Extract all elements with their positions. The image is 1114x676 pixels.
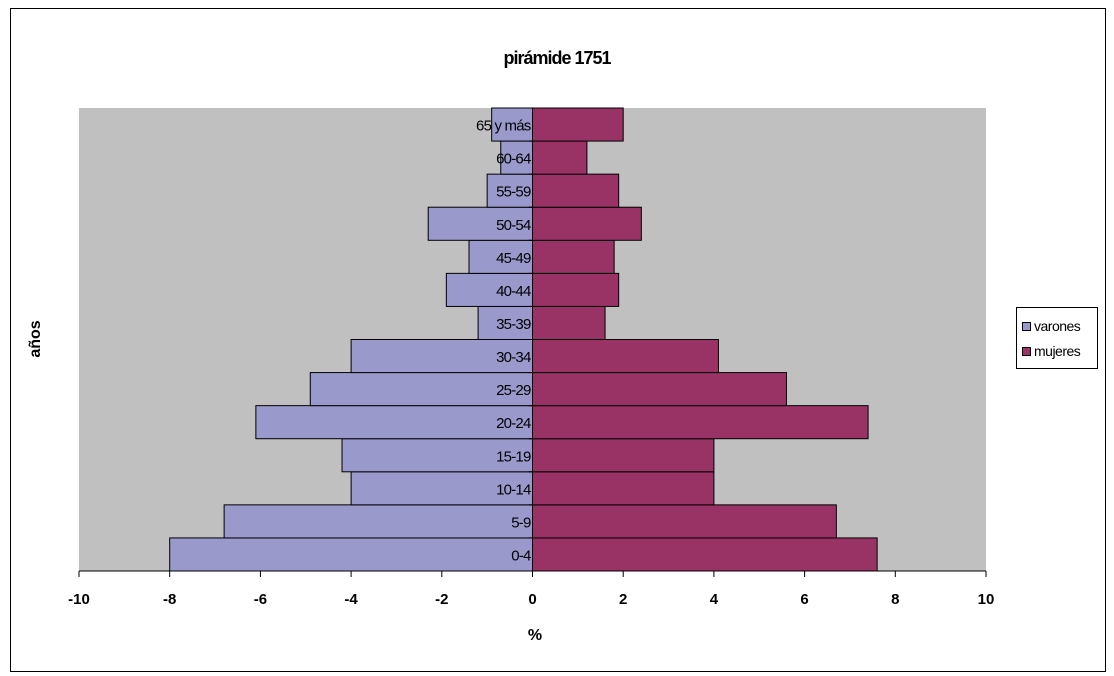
category-label: 10-14 [496, 481, 531, 498]
bar-varones-50-54 [427, 206, 534, 241]
x-tick-label: 4 [710, 591, 719, 608]
category-label: 15-19 [496, 448, 531, 465]
y-axis-label: años [27, 320, 44, 357]
category-label: 55-59 [496, 184, 531, 201]
legend-label-varones: varones [1034, 318, 1081, 334]
x-tick-label: 2 [619, 591, 627, 608]
bar-varones-35-39 [477, 305, 533, 340]
bar-mujeres-40-44 [532, 272, 620, 307]
category-label: 35-39 [496, 316, 531, 333]
bar-mujeres-60-64 [532, 140, 588, 175]
bar-varones-0-4 [169, 537, 533, 572]
x-tick-label: 8 [891, 591, 899, 608]
bar-mujeres-25-29 [532, 372, 787, 407]
category-label: 50-54 [496, 217, 531, 234]
bar-varones-60-64 [500, 140, 534, 175]
bar-varones-30-34 [350, 339, 533, 374]
bar-mujeres-5-9 [532, 504, 837, 539]
x-tick-label: -4 [344, 591, 358, 608]
bar-varones-5-9 [223, 504, 533, 539]
x-tick-label: -2 [435, 591, 448, 608]
bar-mujeres-10-14 [532, 471, 715, 506]
chart-title: pirámide 1751 [503, 48, 611, 68]
legend-swatch-varones [1022, 321, 1031, 331]
category-label: 5-9 [511, 514, 531, 531]
bar-varones-45-49 [468, 239, 534, 274]
category-label: 30-34 [496, 349, 531, 366]
category-label: 0-4 [511, 547, 531, 564]
bar-mujeres-0-4 [532, 537, 878, 572]
x-tick-label: -8 [163, 591, 176, 608]
bar-mujeres-15-19 [532, 438, 715, 473]
legend-label-mujeres: mujeres [1034, 343, 1081, 359]
x-tick-label: 6 [800, 591, 808, 608]
bar-mujeres-20-24 [532, 405, 869, 440]
legend: varones mujeres [1016, 307, 1098, 369]
legend-swatch-mujeres [1022, 346, 1031, 356]
category-label: 25-29 [496, 382, 531, 399]
x-axis-label: % [528, 627, 542, 644]
bar-mujeres-35-39 [532, 305, 606, 340]
category-label: 45-49 [496, 250, 531, 267]
bar-mujeres-45-49 [532, 239, 615, 274]
x-tick-label: 10 [978, 591, 995, 608]
bar-mujeres-65-y-más [532, 107, 624, 142]
legend-item-varones: varones [1022, 317, 1081, 335]
category-label: 60-64 [496, 151, 531, 168]
x-tick-label: -10 [68, 591, 90, 608]
category-label: 65 y más [476, 118, 531, 135]
category-label: 20-24 [496, 415, 531, 432]
bar-varones-15-19 [341, 438, 533, 473]
x-tick-label: -6 [254, 591, 267, 608]
bar-mujeres-30-34 [532, 339, 719, 374]
legend-item-mujeres: mujeres [1022, 342, 1081, 360]
bar-varones-20-24 [255, 405, 534, 440]
bar-varones-25-29 [309, 372, 533, 407]
bar-mujeres-55-59 [532, 173, 620, 208]
category-label: 40-44 [496, 283, 531, 300]
bar-mujeres-50-54 [532, 206, 642, 241]
bar-varones-65-y-más [491, 107, 533, 142]
x-tick-label: 0 [528, 591, 536, 608]
